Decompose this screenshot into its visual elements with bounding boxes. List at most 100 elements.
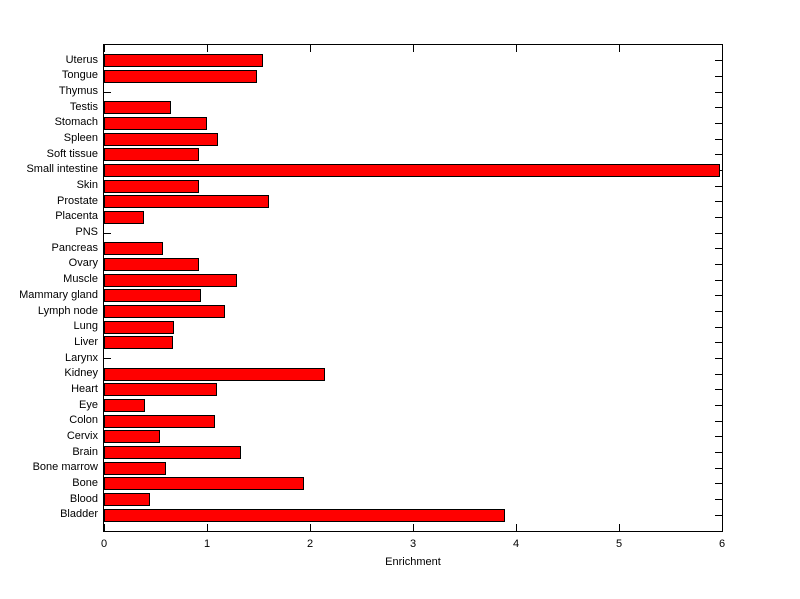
y-tick-right-colon [715, 420, 722, 422]
x-tick-top-5 [618, 45, 620, 52]
bar-spleen [104, 132, 219, 146]
bar-uterus [104, 54, 263, 68]
x-tick-top-1 [206, 45, 208, 52]
y-label-kidney: Kidney [64, 367, 98, 380]
y-tick-right-stomach [715, 122, 722, 124]
bar-kidney [104, 367, 326, 381]
bar-pancreas [104, 242, 163, 256]
bar-blood [104, 493, 151, 507]
y-label-tongue: Tongue [61, 69, 98, 82]
y-label-heart: Heart [71, 382, 98, 395]
y-label-stomach: Stomach [54, 116, 98, 129]
y-tick-right-muscle [715, 279, 722, 281]
bar-muscle [104, 273, 237, 287]
y-tick-right-uterus [715, 60, 722, 62]
y-tick-right-soft-tissue [715, 154, 722, 156]
x-tick-label-6: 6 [718, 538, 726, 550]
y-label-small-intestine: Small intestine [26, 163, 98, 176]
bar-mammary-gland [104, 289, 201, 303]
y-label-larynx: Larynx [64, 351, 98, 364]
y-label-bladder: Bladder [60, 508, 98, 521]
y-tick-right-thymus [715, 91, 722, 93]
y-tick-right-bone [715, 483, 722, 485]
y-label-lung: Lung [73, 320, 98, 333]
y-tick-right-bone-marrow [715, 467, 722, 469]
y-label-spleen: Spleen [63, 132, 98, 145]
bar-bladder [104, 508, 505, 522]
y-tick-right-spleen [715, 138, 722, 140]
bar-small-intestine [104, 163, 720, 177]
y-label-muscle: Muscle [63, 273, 98, 286]
y-label-brain: Brain [72, 445, 98, 458]
bar-stomach [104, 116, 207, 130]
bar-testis [104, 101, 171, 115]
y-label-eye: Eye [79, 398, 98, 411]
x-tick-bottom-6 [721, 524, 723, 531]
x-tick-top-4 [515, 45, 517, 52]
bar-placenta [104, 210, 145, 224]
y-tick-left-larynx [104, 358, 111, 360]
y-tick-right-pns [715, 232, 722, 234]
bar-colon [104, 414, 216, 428]
y-tick-right-skin [715, 185, 722, 187]
y-tick-right-lung [715, 326, 722, 328]
y-label-mammary-gland: Mammary gland [19, 288, 98, 301]
x-tick-top-0 [103, 45, 105, 52]
x-tick-top-2 [309, 45, 311, 52]
y-tick-right-mammary-gland [715, 295, 722, 297]
y-tick-left-pns [104, 232, 111, 234]
x-tick-bottom-4 [515, 524, 517, 531]
y-label-thymus: Thymus [58, 85, 98, 98]
y-label-bone-marrow: Bone marrow [32, 461, 98, 474]
y-tick-right-larynx [715, 358, 722, 360]
bar-liver [104, 336, 173, 350]
x-tick-label-2: 2 [306, 538, 314, 550]
x-tick-label-3: 3 [409, 538, 417, 550]
y-label-testis: Testis [69, 100, 98, 113]
y-tick-right-ovary [715, 263, 722, 265]
y-tick-right-bladder [715, 514, 722, 516]
x-tick-label-5: 5 [615, 538, 623, 550]
x-tick-bottom-0 [103, 524, 105, 531]
x-tick-top-6 [721, 45, 723, 52]
x-tick-label-0: 0 [100, 538, 108, 550]
bar-brain [104, 446, 241, 460]
y-tick-right-cervix [715, 436, 722, 438]
y-tick-right-blood [715, 499, 722, 501]
bar-bone [104, 477, 304, 491]
x-tick-bottom-1 [206, 524, 208, 531]
y-tick-right-brain [715, 452, 722, 454]
x-tick-label-4: 4 [512, 538, 520, 550]
y-tick-right-pancreas [715, 248, 722, 250]
bar-cervix [104, 430, 160, 444]
y-label-skin: Skin [76, 179, 98, 192]
bar-eye [104, 399, 146, 413]
x-tick-bottom-5 [618, 524, 620, 531]
y-tick-right-placenta [715, 216, 722, 218]
bar-ovary [104, 257, 199, 271]
y-label-liver: Liver [74, 335, 98, 348]
x-axis-title: Enrichment [385, 556, 441, 568]
y-label-pns: PNS [75, 226, 98, 239]
bar-heart [104, 383, 218, 397]
y-tick-left-thymus [104, 91, 111, 93]
bar-lung [104, 320, 174, 334]
bar-skin [104, 179, 199, 193]
x-tick-bottom-2 [309, 524, 311, 531]
bar-lymph-node [104, 305, 226, 319]
y-label-lymph-node: Lymph node [37, 304, 98, 317]
y-label-uterus: Uterus [65, 53, 98, 66]
x-tick-label-1: 1 [203, 538, 211, 550]
y-label-colon: Colon [69, 414, 98, 427]
bar-bone-marrow [104, 461, 166, 475]
y-tick-right-tongue [715, 75, 722, 77]
y-tick-right-lymph-node [715, 311, 722, 313]
y-tick-right-eye [715, 405, 722, 407]
y-label-blood: Blood [69, 492, 98, 505]
y-label-prostate: Prostate [57, 194, 98, 207]
y-tick-right-heart [715, 389, 722, 391]
y-tick-right-prostate [715, 201, 722, 203]
y-label-soft-tissue: Soft tissue [46, 147, 98, 160]
x-tick-bottom-3 [412, 524, 414, 531]
